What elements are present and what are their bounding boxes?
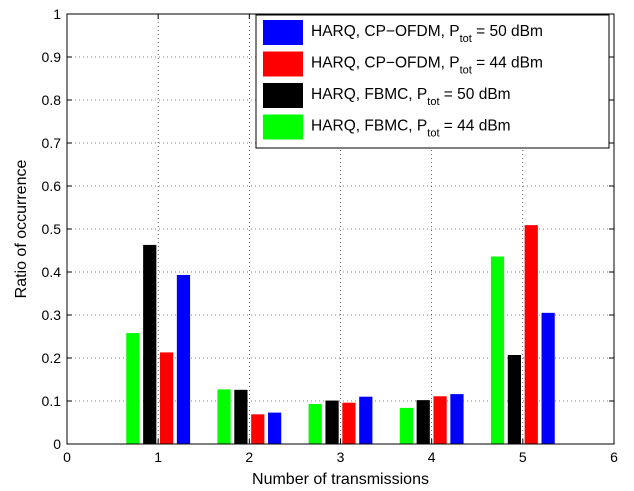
bar	[159, 352, 174, 444]
bar	[126, 333, 140, 444]
bar	[541, 312, 555, 444]
bar	[217, 389, 231, 444]
y-axis-label: Ratio of occurrence	[13, 160, 30, 299]
bar	[416, 400, 430, 444]
x-tick-label: 6	[610, 449, 618, 465]
y-tick-label: 0.4	[42, 264, 62, 280]
bar	[325, 400, 339, 444]
x-tick-label: 0	[63, 449, 71, 465]
x-tick-label: 5	[519, 449, 527, 465]
bar	[143, 244, 157, 444]
y-tick-label: 1	[53, 6, 61, 22]
x-tick-label: 2	[245, 449, 253, 465]
axis-ticks: 0 1 2 3 4 5 6 0 0.1 0.2 0.3 0.4 0.5 0.6 0.7 0.8 0.9 1	[42, 6, 619, 465]
legend-box	[255, 14, 610, 149]
y-tick-label: 0.2	[42, 350, 62, 366]
y-tick-label: 0.7	[42, 135, 62, 151]
bar	[507, 354, 522, 444]
x-tick-label: 4	[428, 449, 436, 465]
y-tick-label: 0.3	[42, 307, 62, 323]
x-tick-label: 3	[337, 449, 345, 465]
legend: HARQ, CP−OFDM, Ptot = 50 dBm HARQ, CP−OFD…	[255, 14, 610, 149]
bar	[234, 389, 248, 444]
legend-swatch	[263, 83, 303, 108]
legend-label: HARQ, CP−OFDM, Ptot = 44 dBm	[311, 55, 543, 77]
bar	[176, 275, 191, 444]
legend-swatch	[263, 51, 303, 77]
legend-label: HARQ, FBMC, Ptot = 44 dBm	[311, 118, 511, 140]
bar	[359, 396, 373, 444]
bar	[268, 412, 282, 444]
y-tick-label: 0	[53, 436, 61, 452]
bars-group	[126, 225, 555, 444]
y-tick-label: 0.5	[42, 221, 62, 237]
y-tick-label: 0.6	[42, 178, 62, 194]
legend-swatch	[263, 114, 303, 140]
x-axis-label: Number of transmissions	[252, 471, 429, 488]
bar	[308, 404, 322, 444]
bar	[342, 402, 356, 444]
legend-swatch	[263, 20, 303, 45]
legend-label: HARQ, FBMC, Ptot = 50 dBm	[311, 86, 511, 108]
bar	[433, 396, 447, 444]
bar	[524, 225, 538, 444]
bar	[450, 394, 464, 444]
y-tick-label: 0.1	[42, 393, 62, 409]
bar	[251, 414, 265, 444]
legend-label: HARQ, CP−OFDM, Ptot = 50 dBm	[311, 23, 543, 45]
x-tick-label: 1	[154, 449, 162, 465]
bar	[490, 256, 505, 444]
bar	[399, 407, 413, 444]
y-tick-label: 0.8	[42, 92, 62, 108]
y-tick-label: 0.9	[42, 49, 62, 65]
